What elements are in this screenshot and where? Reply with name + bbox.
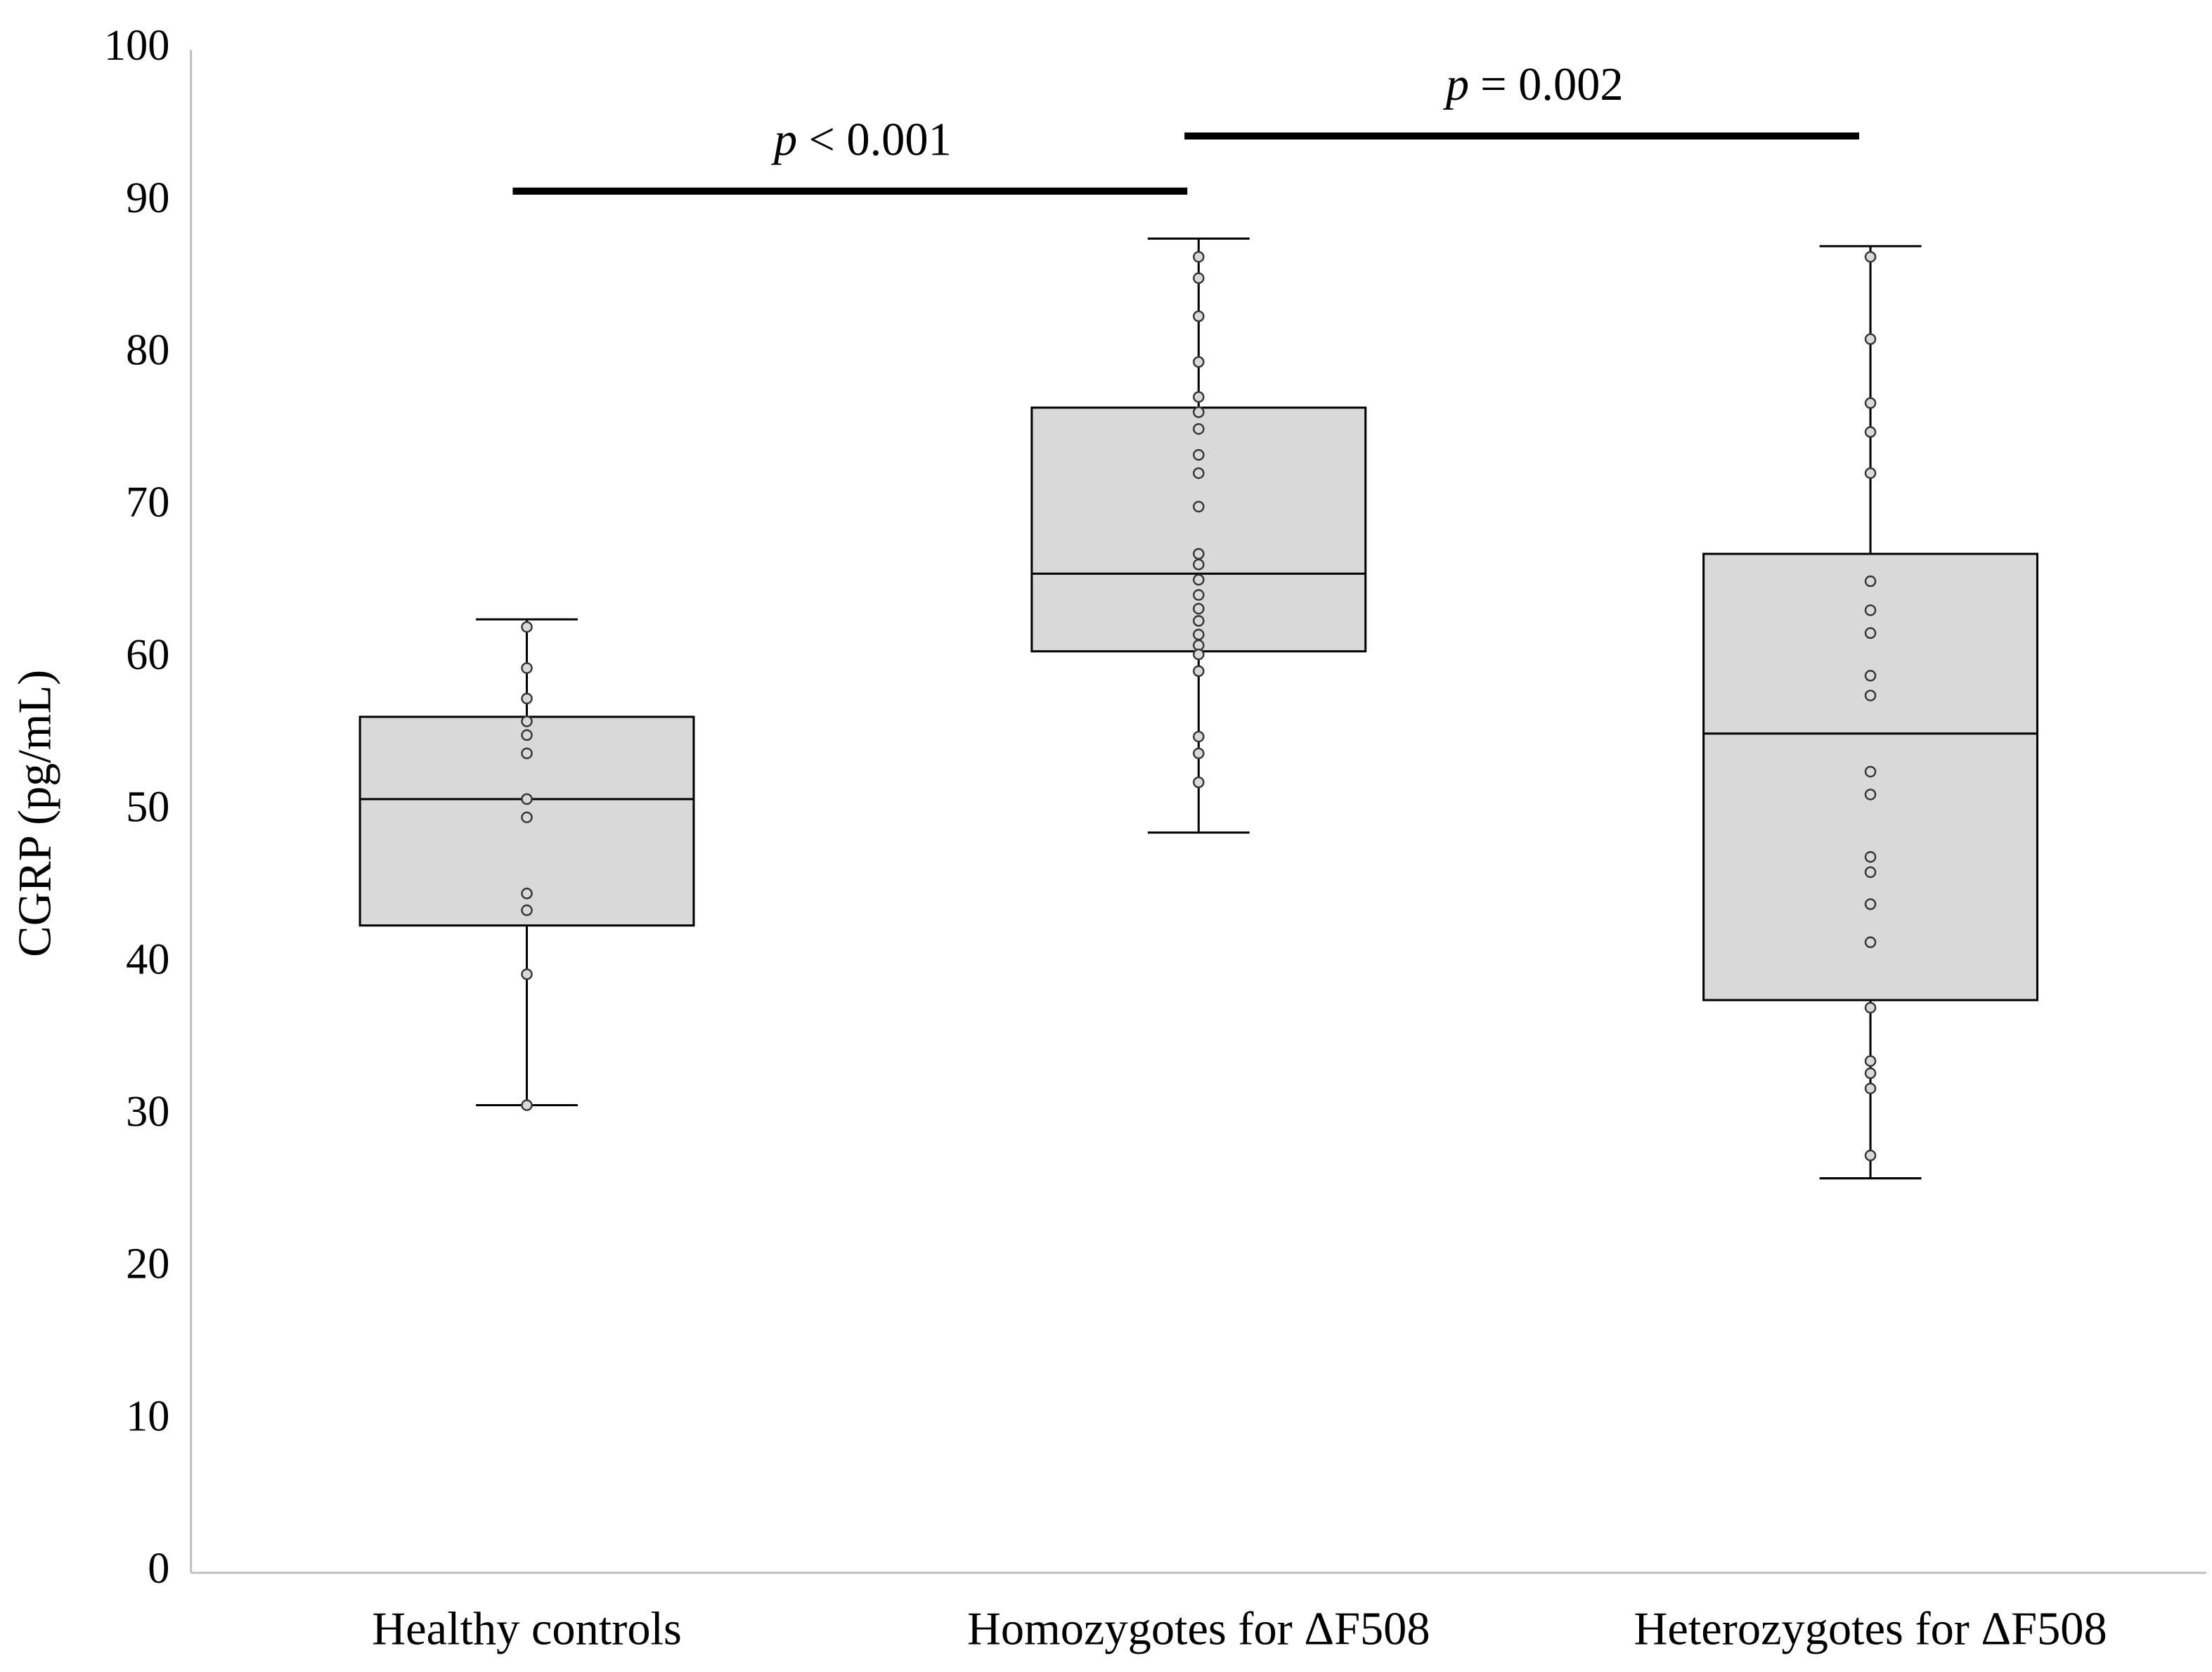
box bbox=[1030, 406, 1367, 653]
data-point bbox=[1193, 589, 1205, 601]
data-point bbox=[1193, 747, 1205, 760]
data-point bbox=[521, 968, 533, 980]
data-point bbox=[1864, 1067, 1877, 1080]
y-tick-label: 100 bbox=[104, 21, 170, 70]
data-point bbox=[1193, 558, 1205, 571]
data-point bbox=[521, 811, 533, 824]
data-point bbox=[1193, 615, 1205, 627]
data-point bbox=[1864, 898, 1877, 910]
data-point bbox=[1864, 575, 1877, 588]
data-point bbox=[1864, 851, 1877, 863]
data-point bbox=[1193, 251, 1205, 263]
data-point bbox=[521, 793, 533, 805]
data-point bbox=[1193, 500, 1205, 513]
data-point bbox=[1193, 776, 1205, 789]
data-point bbox=[1193, 730, 1205, 743]
data-point bbox=[1193, 547, 1205, 560]
y-tick-label: 40 bbox=[126, 935, 169, 983]
y-tick-label: 10 bbox=[126, 1392, 169, 1440]
p-symbol: p bbox=[771, 115, 797, 166]
data-point bbox=[1193, 602, 1205, 615]
significance-label: p < 0.001 bbox=[771, 115, 952, 166]
significance-label: p = 0.002 bbox=[1443, 59, 1624, 110]
data-point bbox=[1193, 628, 1205, 641]
data-point bbox=[521, 692, 533, 705]
data-point bbox=[1193, 391, 1205, 403]
data-point bbox=[1193, 448, 1205, 461]
p-value: < 0.001 bbox=[808, 115, 951, 166]
y-tick-label: 90 bbox=[126, 174, 169, 222]
data-point bbox=[1193, 406, 1205, 418]
data-point bbox=[1193, 573, 1205, 586]
data-point bbox=[521, 904, 533, 916]
data-point bbox=[521, 747, 533, 760]
data-point bbox=[521, 888, 533, 900]
data-point bbox=[1864, 1055, 1877, 1067]
data-point bbox=[1864, 604, 1877, 616]
y-tick-label: 60 bbox=[126, 630, 169, 679]
data-point bbox=[1864, 426, 1877, 438]
data-point bbox=[1864, 1082, 1877, 1094]
data-point bbox=[1864, 866, 1877, 879]
data-point bbox=[521, 621, 533, 633]
data-point bbox=[521, 662, 533, 674]
data-point bbox=[1864, 1149, 1877, 1162]
x-tick-label: Healthy controls bbox=[372, 1604, 682, 1655]
data-point bbox=[1864, 689, 1877, 701]
data-point bbox=[521, 1099, 533, 1111]
p-value: = 0.002 bbox=[1480, 59, 1623, 110]
data-point bbox=[1864, 670, 1877, 682]
data-point bbox=[1193, 356, 1205, 368]
data-point bbox=[1193, 423, 1205, 435]
data-point bbox=[521, 729, 533, 741]
data-point bbox=[1864, 397, 1877, 409]
x-tick-label: Heterozygotes for ΔF508 bbox=[1634, 1604, 2107, 1655]
data-point bbox=[1864, 1002, 1877, 1014]
y-tick-label: 70 bbox=[126, 478, 169, 526]
data-point bbox=[1193, 310, 1205, 323]
p-symbol: p bbox=[1443, 59, 1469, 110]
data-point bbox=[1193, 648, 1205, 661]
data-point bbox=[1193, 272, 1205, 285]
x-tick-label: Homozygotes for ΔF508 bbox=[967, 1604, 1430, 1655]
data-point bbox=[1864, 627, 1877, 639]
data-point bbox=[1864, 789, 1877, 801]
y-tick-label: 20 bbox=[126, 1240, 169, 1288]
y-tick-label: 0 bbox=[148, 1544, 169, 1593]
data-point bbox=[521, 715, 533, 727]
data-point bbox=[1864, 765, 1877, 778]
y-tick-label: 80 bbox=[126, 325, 169, 374]
data-point bbox=[1193, 467, 1205, 479]
data-point bbox=[1864, 251, 1877, 263]
y-axis-label: CGRP (pg/mL) bbox=[10, 670, 61, 957]
data-point bbox=[1864, 333, 1877, 345]
y-tick-label: 30 bbox=[126, 1087, 169, 1136]
data-point bbox=[1864, 467, 1877, 479]
data-point bbox=[1864, 936, 1877, 948]
y-tick-label: 50 bbox=[126, 783, 169, 831]
data-point bbox=[1193, 665, 1205, 678]
